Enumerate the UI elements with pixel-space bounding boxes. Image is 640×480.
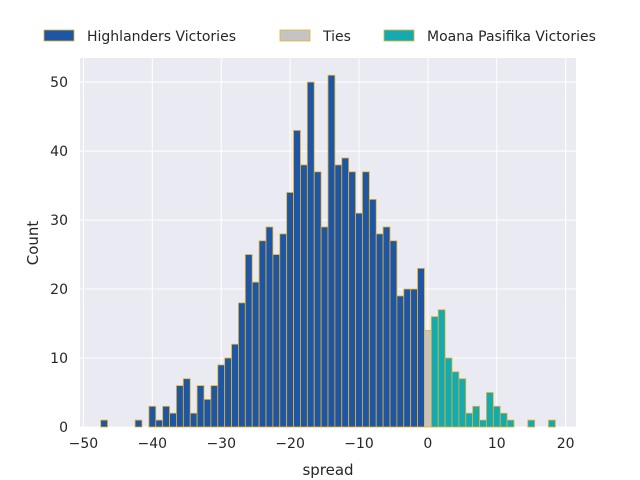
- histogram-bar: [155, 419, 164, 428]
- histogram-bar: [410, 288, 418, 428]
- y-tick-label: 0: [59, 420, 68, 436]
- histogram-bar: [313, 171, 322, 428]
- histogram-bar: [479, 419, 487, 428]
- histogram-bar: [203, 399, 212, 428]
- histogram-bar: [279, 233, 288, 428]
- histogram-bar: [182, 378, 191, 428]
- histogram-bar: [189, 412, 198, 428]
- legend-swatch: [279, 29, 311, 42]
- histogram-bar: [458, 378, 467, 428]
- histogram-bar: [451, 371, 460, 428]
- histogram-bar: [444, 357, 453, 428]
- histogram-bar: [437, 309, 446, 428]
- histogram-bar: [100, 419, 108, 428]
- x-tick-label: −20: [275, 436, 305, 452]
- histogram-bar: [134, 419, 143, 428]
- histogram-bar: [293, 130, 301, 428]
- histogram-bar: [224, 357, 232, 428]
- legend-swatch: [383, 29, 415, 42]
- x-tick-label: 0: [423, 436, 432, 452]
- x-tick-labels: −50 −40 −30 −20 −10 0 10 20: [69, 436, 575, 452]
- histogram-bar: [286, 192, 294, 428]
- histogram-bar: [355, 212, 363, 428]
- histogram-bar: [272, 254, 281, 428]
- histogram-bar: [327, 74, 336, 428]
- x-axis-label: spread: [302, 461, 353, 479]
- x-tick-label: −10: [344, 436, 374, 452]
- histogram-bar: [382, 226, 391, 428]
- y-tick-labels: 0 10 20 30 40 50: [50, 75, 68, 436]
- histogram-bar: [486, 392, 494, 428]
- histogram-bar: [548, 419, 556, 428]
- histogram-bar: [506, 419, 515, 428]
- histogram-bar: [375, 233, 384, 428]
- x-tick-label: 10: [488, 436, 506, 452]
- x-tick-label: −40: [138, 436, 168, 452]
- legend-swatch: [43, 29, 75, 42]
- y-tick-label: 20: [50, 282, 68, 298]
- histogram-bar: [362, 171, 370, 428]
- histogram-bar: [210, 385, 219, 428]
- histogram-bar: [238, 302, 246, 428]
- legend: Highlanders Victories Ties Moana Pasifika …: [43, 29, 596, 45]
- histogram-bar: [403, 288, 412, 428]
- y-tick-label: 30: [50, 213, 68, 229]
- y-tick-label: 40: [50, 144, 68, 160]
- histogram-bar: [169, 412, 177, 428]
- histogram-bar: [465, 412, 474, 428]
- legend-label: Highlanders Victories: [87, 29, 236, 45]
- histogram-bar: [300, 164, 308, 428]
- histogram-bar: [258, 240, 267, 428]
- histogram-bar: [424, 330, 432, 428]
- histogram-bar: [231, 343, 239, 428]
- x-tick-label: −50: [69, 436, 99, 452]
- y-tick-label: 50: [50, 75, 68, 91]
- histogram-bar: [472, 405, 480, 428]
- histogram-bar: [527, 419, 536, 428]
- histogram-bar: [320, 226, 329, 428]
- x-tick-label: 20: [557, 436, 575, 452]
- legend-label: Ties: [322, 29, 351, 45]
- histogram-bar: [196, 385, 205, 428]
- histogram-bar: [368, 198, 377, 428]
- histogram-bar: [251, 281, 260, 428]
- histogram-bar: [389, 240, 398, 428]
- histogram-bar: [265, 226, 274, 428]
- histogram-bar: [176, 385, 184, 428]
- y-tick-label: 10: [50, 351, 68, 367]
- histogram-bar: [162, 405, 170, 428]
- legend-label: Moana Pasifika Victories: [427, 29, 596, 45]
- histogram-bar: [148, 405, 157, 428]
- histogram-bar: [396, 295, 405, 428]
- histogram-bar: [341, 157, 350, 428]
- histogram-bar: [334, 164, 343, 428]
- histogram-bar: [217, 364, 226, 428]
- histogram-bar: [348, 171, 356, 428]
- y-axis-label: Count: [24, 221, 42, 266]
- histogram-bar: [417, 267, 425, 428]
- histogram-bar: [499, 412, 508, 428]
- x-tick-label: −30: [206, 436, 236, 452]
- histogram-bar: [244, 254, 253, 428]
- histogram-bar: [306, 81, 315, 428]
- histogram-bar: [492, 405, 501, 428]
- histogram-bar: [430, 316, 439, 428]
- bars: [100, 74, 556, 428]
